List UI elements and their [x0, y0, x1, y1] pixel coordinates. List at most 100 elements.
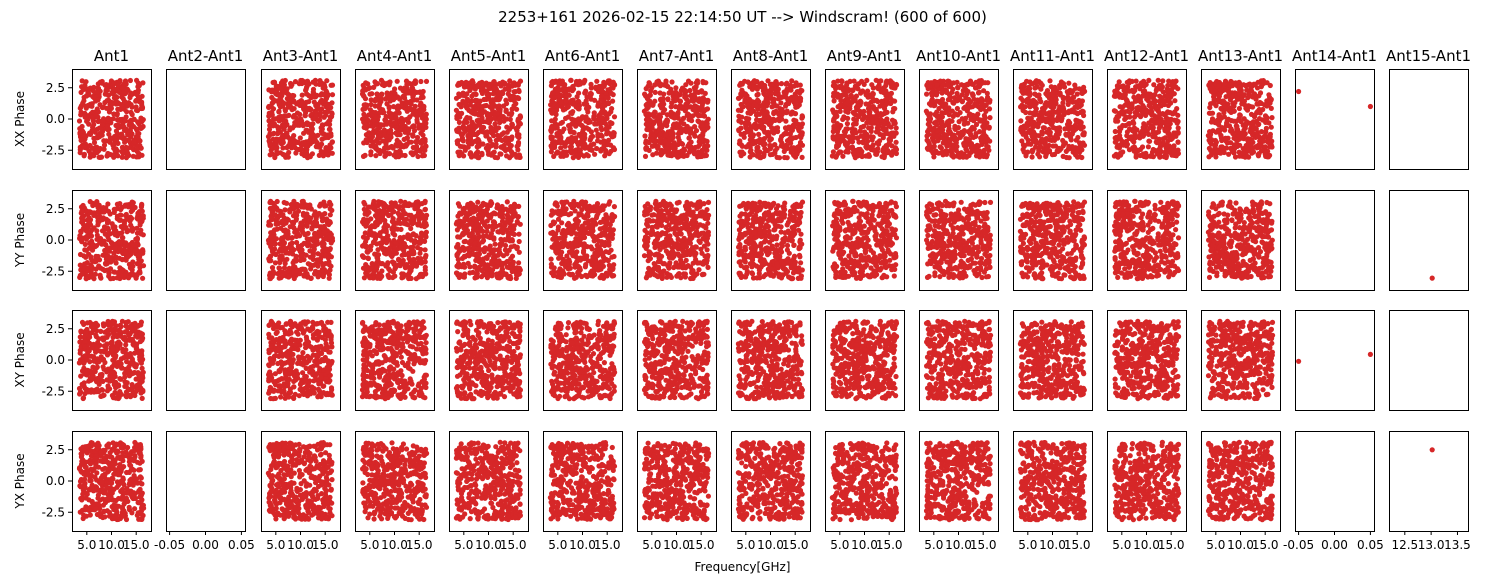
- data-point: [402, 382, 407, 387]
- data-point: [360, 394, 365, 399]
- data-point: [395, 321, 400, 326]
- data-point: [106, 254, 111, 259]
- data-point: [113, 471, 118, 476]
- data-point: [369, 97, 374, 102]
- data-point: [96, 493, 101, 498]
- data-point: [140, 396, 145, 401]
- data-point: [304, 87, 309, 92]
- x-tick-label: 10.0: [98, 538, 125, 552]
- data-point: [140, 276, 145, 281]
- data-point: [379, 217, 384, 222]
- data-point: [123, 347, 128, 352]
- data-point: [295, 375, 300, 380]
- data-point: [405, 222, 410, 227]
- data-point: [424, 79, 429, 84]
- data-point: [85, 444, 90, 449]
- data-point: [403, 244, 408, 249]
- data-point: [298, 135, 303, 140]
- data-point: [84, 208, 89, 213]
- data-point: [272, 379, 277, 384]
- data-point: [282, 465, 287, 470]
- data-point: [329, 100, 334, 105]
- panel-3-row-4: 5.0 10.015.0: [262, 432, 341, 553]
- data-point: [404, 217, 409, 222]
- data-point: [105, 201, 110, 206]
- data-point: [107, 152, 112, 157]
- data-point: [106, 132, 111, 137]
- data-point: [132, 248, 137, 253]
- data-point: [320, 123, 325, 128]
- data-point: [370, 131, 375, 136]
- data-point: [318, 446, 323, 451]
- data-point: [105, 383, 110, 388]
- data-point: [328, 202, 333, 207]
- data-point: [420, 138, 425, 143]
- data-point: [124, 109, 129, 114]
- data-point: [413, 333, 418, 338]
- data-point: [307, 444, 312, 449]
- data-point: [109, 90, 114, 95]
- data-point: [373, 220, 378, 225]
- data-point: [416, 381, 421, 386]
- data-point: [414, 117, 419, 122]
- data-point: [282, 328, 287, 333]
- data-point: [375, 148, 380, 153]
- data-point: [105, 98, 110, 103]
- data-point: [369, 204, 374, 209]
- data-point: [395, 150, 400, 155]
- data-point: [298, 258, 303, 263]
- data-point: [363, 96, 368, 101]
- data-point: [361, 368, 366, 373]
- data-point: [104, 369, 109, 374]
- data-point: [108, 231, 113, 236]
- data-point: [328, 337, 333, 342]
- data-point: [128, 78, 133, 83]
- data-point: [409, 213, 414, 218]
- data-point: [405, 273, 410, 278]
- data-point: [282, 452, 287, 457]
- data-point: [412, 238, 417, 243]
- data-point: [409, 140, 414, 145]
- data-point: [82, 153, 87, 158]
- data-point: [277, 495, 282, 500]
- panel-1-row-1: -2.50.02.5XX Phase: [13, 70, 152, 170]
- data-point: [272, 450, 277, 455]
- data-point: [319, 142, 324, 147]
- data-point: [324, 482, 329, 487]
- data-point: [118, 362, 123, 367]
- data-point: [139, 320, 144, 325]
- data-point: [380, 82, 385, 87]
- data-point: [120, 481, 125, 486]
- data-point: [379, 268, 384, 273]
- data-point: [308, 107, 313, 112]
- data-point: [131, 124, 136, 129]
- data-point: [375, 136, 380, 141]
- data-point: [314, 347, 319, 352]
- data-point: [130, 337, 135, 342]
- data-point: [306, 121, 311, 126]
- data-point: [275, 347, 280, 352]
- data-point: [108, 495, 113, 500]
- data-point: [409, 382, 414, 387]
- data-point: [302, 267, 307, 272]
- data-point: [284, 201, 289, 206]
- data-point: [94, 470, 99, 475]
- data-point: [327, 147, 332, 152]
- data-point: [90, 499, 95, 504]
- panel-frame: [167, 191, 246, 291]
- data-point: [304, 222, 309, 227]
- data-point: [394, 353, 399, 358]
- data-point: [415, 204, 420, 209]
- data-point: [319, 391, 324, 396]
- data-point: [410, 152, 415, 157]
- data-point: [326, 259, 331, 264]
- data-point: [304, 91, 309, 96]
- data-point: [321, 274, 326, 279]
- data-point: [100, 267, 105, 272]
- data-point: [267, 508, 272, 513]
- data-point: [407, 114, 412, 119]
- data-point: [392, 389, 397, 394]
- data-point: [97, 218, 102, 223]
- data-point: [120, 105, 125, 110]
- data-point: [317, 203, 322, 208]
